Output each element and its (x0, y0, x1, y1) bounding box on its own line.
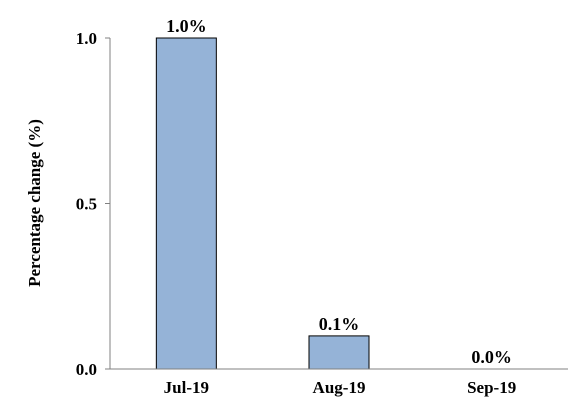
data-label-aug-19: 0.1% (319, 314, 360, 334)
x-tick-label-jul-19: Jul-19 (164, 378, 209, 397)
axes-layer (105, 37, 568, 370)
y-tick-label: 0.0 (76, 360, 97, 379)
y-tick-label: 0.5 (76, 195, 97, 214)
bars-layer (155, 37, 370, 370)
x-tick-label-aug-19: Aug-19 (313, 378, 366, 397)
bar-aug-19 (308, 335, 370, 370)
x-tick-label-sep-19: Sep-19 (467, 378, 516, 397)
data-label-sep-19: 0.0% (471, 347, 512, 367)
bar-jul-19 (155, 37, 217, 370)
data-label-jul-19: 1.0% (166, 16, 207, 36)
y-tick-label: 1.0 (76, 29, 97, 48)
labels-layer: 1.0% Jul-19 0.1% Aug-19 0.0% Sep-19 0.0 0.5 1.0 (76, 16, 516, 397)
y-axis-title: Percentage change (%) (25, 119, 44, 287)
